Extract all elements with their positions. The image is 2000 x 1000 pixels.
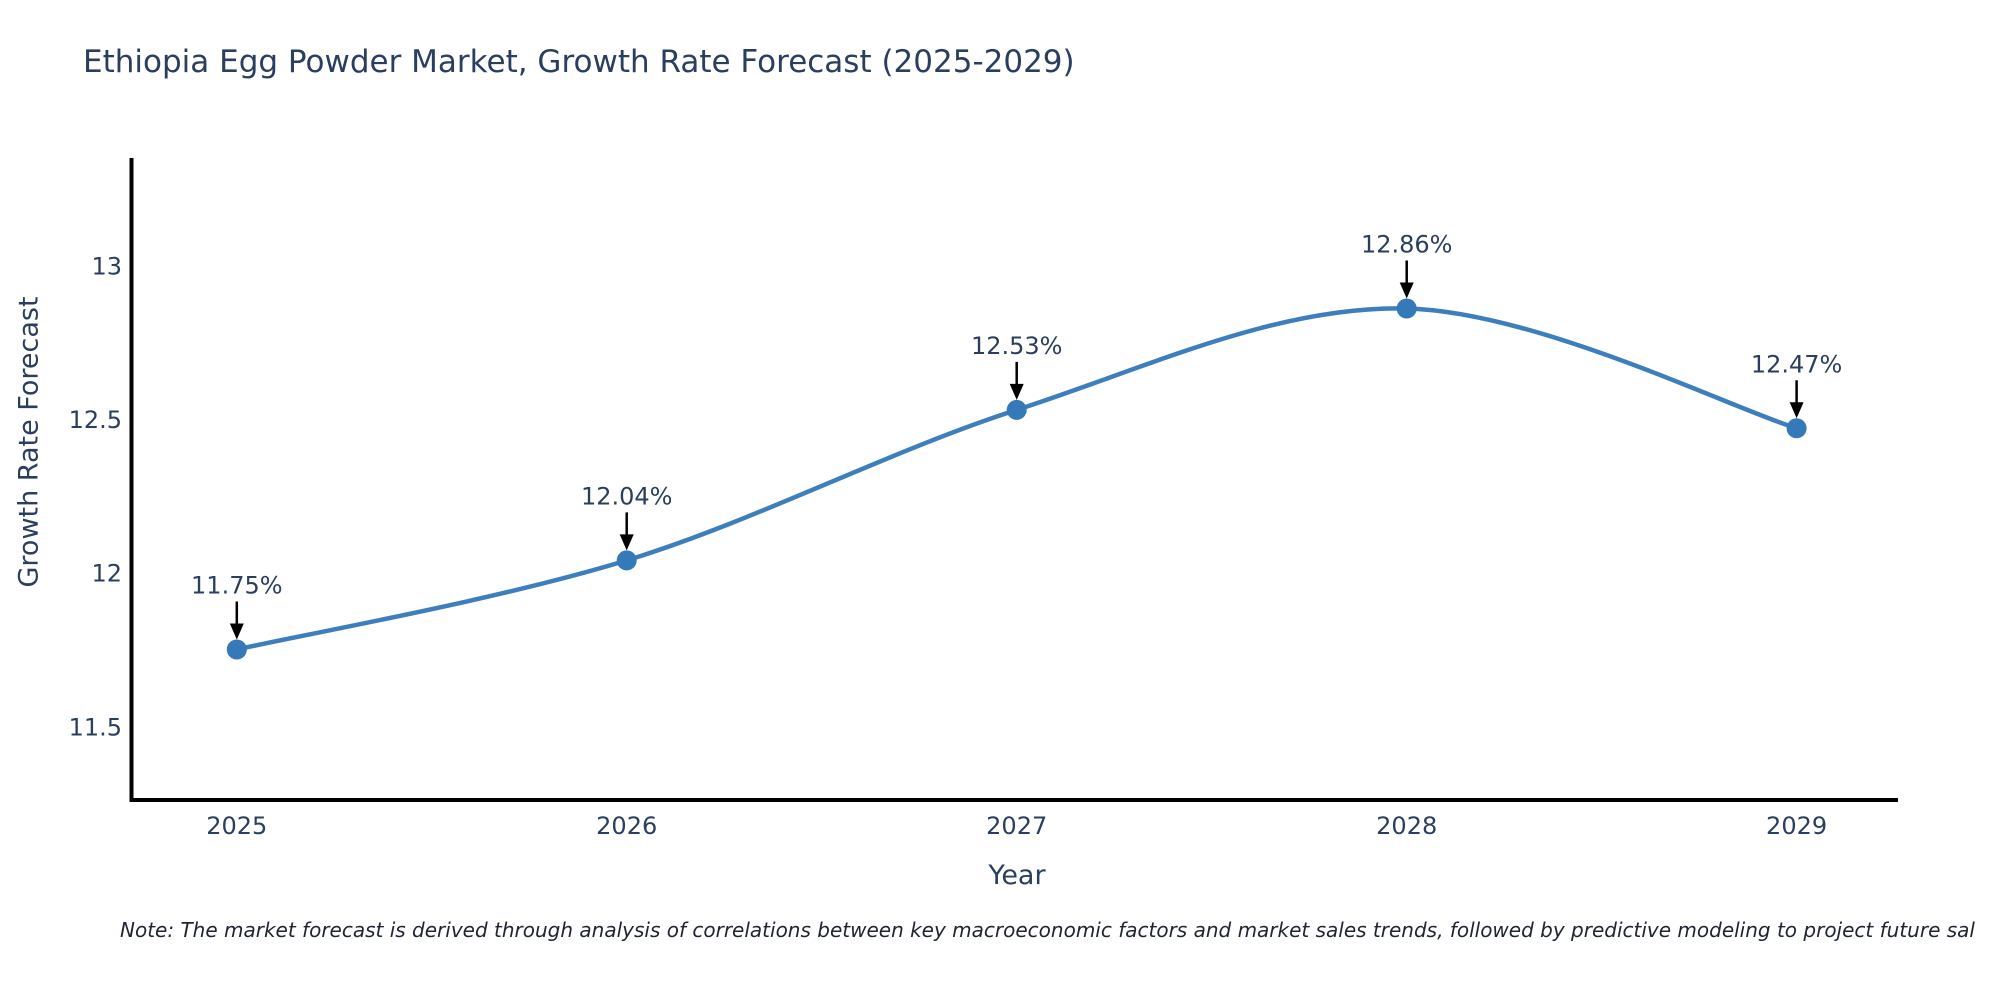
data-point-label: 11.75%	[191, 572, 283, 600]
y-tick-label: 12	[91, 560, 122, 588]
chart-title: Ethiopia Egg Powder Market, Growth Rate …	[83, 44, 1075, 80]
x-tick-label: 2026	[596, 812, 657, 840]
data-point-marker	[1786, 418, 1807, 439]
x-tick-label: 2025	[206, 812, 267, 840]
annotation-arrow-head	[1789, 402, 1804, 419]
data-point-marker	[616, 550, 637, 571]
annotation-arrow-head	[229, 623, 244, 640]
annotation-arrow-head	[619, 534, 634, 551]
data-point-label: 12.47%	[1751, 350, 1843, 378]
data-point-label: 12.86%	[1361, 231, 1453, 259]
data-point-marker	[226, 639, 247, 660]
chart-footnote: Note: The market forecast is derived thr…	[120, 918, 1975, 942]
x-tick-label: 2028	[1376, 812, 1437, 840]
data-point-label: 12.04%	[581, 482, 673, 510]
annotation-arrow-head	[1009, 383, 1024, 400]
data-point-label: 12.53%	[971, 332, 1063, 360]
x-axis-title: Year	[988, 860, 1046, 891]
y-tick-label: 11.5	[69, 713, 122, 741]
x-tick-label: 2027	[986, 812, 1047, 840]
data-point-marker	[1396, 298, 1417, 319]
data-point-marker	[1006, 399, 1027, 420]
x-tick-label: 2029	[1766, 812, 1827, 840]
y-tick-label: 12.5	[69, 406, 122, 434]
annotation-arrow-head	[1399, 282, 1414, 299]
y-tick-label: 13	[91, 253, 122, 281]
